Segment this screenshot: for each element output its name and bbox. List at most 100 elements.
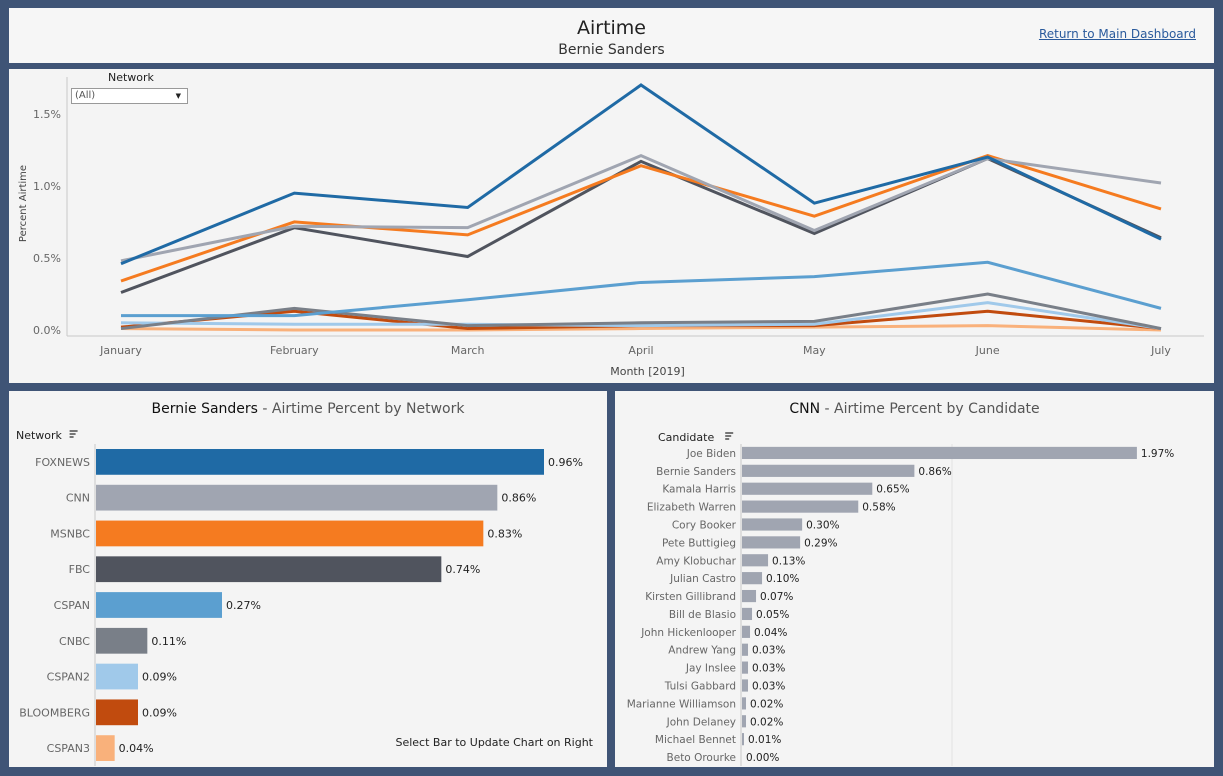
network-filter-dropdown[interactable]: (All) ▼ [71,88,188,104]
category-label: Kirsten Gillibrand [645,591,736,603]
bar-msnbc[interactable] [96,520,484,547]
bar-foxnews[interactable] [96,449,544,475]
candidate-chart-title: CNN - Airtime Percent by Candidate [615,401,1214,417]
series-line-cnbc[interactable] [120,292,1162,331]
return-to-main-dashboard-link[interactable]: Return to Main Dashboard [1038,27,1196,41]
category-label: Bill de Blasio [669,609,736,621]
category-label: Marianne Williamson [627,698,736,710]
series-line-cnn[interactable] [120,153,1162,263]
series-line-cspan2[interactable] [120,301,1162,331]
bar-value-label: 0.13% [772,555,805,567]
category-label: CNN [66,492,90,505]
bar-value-label: 0.65% [876,484,909,496]
axis-title: Network [16,429,63,442]
bar-bill-de-blasio[interactable] [742,607,753,621]
category-label: Kamala Harris [662,484,736,496]
network-chart-title-candidate: Bernie Sanders [151,401,258,417]
bar-value-label: 0.29% [804,537,837,549]
bar-value-label: 0.86% [501,492,536,505]
bar-fbc[interactable] [96,556,442,583]
series-line-cspan[interactable] [121,260,1162,318]
x-tick-label: January [99,344,142,357]
category-label: MSNBC [50,527,90,540]
category-label: John Hickenlooper [640,627,736,639]
bar-bloomberg[interactable] [96,699,138,726]
bar-value-label: 0.02% [750,698,783,710]
bar-joe-biden[interactable] [742,446,1137,460]
bar-cspan[interactable] [96,592,222,618]
category-label: CSPAN [54,599,90,612]
bar-julian-castro[interactable] [742,572,763,585]
page-title: Airtime [576,17,646,39]
select-bar-hint: Select Bar to Update Chart on Right [395,736,593,749]
bar-cspan2[interactable] [96,663,138,690]
series-line-fbc[interactable] [120,156,1162,294]
bar-john-delaney[interactable] [742,715,747,728]
bar-cspan3[interactable] [96,735,115,761]
network-filter-value: (All) [75,90,96,101]
bar-value-label: 0.96% [548,456,583,469]
category-label: Beto Orourke [667,752,736,764]
bar-jay-inslee[interactable] [742,661,749,674]
bar-john-hickenlooper[interactable] [742,625,751,638]
category-label: Tulsi Gabbard [664,681,736,693]
category-label: Joe Biden [686,448,736,460]
bar-value-label: 0.74% [445,563,480,576]
series-line-cspan3[interactable] [120,324,1162,332]
bar-marianne-williamson[interactable] [742,697,747,710]
airtime-line-chart-panel: 0.0% 0.5% 1.0% 1.5% January February March Apri… [9,69,1214,383]
bar-value-label: 0.04% [119,742,154,755]
bar-tulsi-gabbard[interactable] [742,679,749,692]
x-tick-label: April [628,344,653,357]
bar-pete-buttigieg[interactable] [742,536,801,549]
bar-value-label: 0.03% [752,645,785,657]
x-tick-label: June [975,344,1000,357]
bar-value-label: 0.30% [806,520,839,532]
candidate-chart-title-text: - Airtime Percent by Candidate [820,401,1040,417]
bar-cnn[interactable] [96,484,498,511]
axis-title: Candidate [658,431,714,444]
sort-icon[interactable] [725,432,734,440]
bar-value-label: 0.11% [151,635,186,648]
series-line-msnbc[interactable] [120,154,1162,283]
category-label: Amy Klobuchar [656,555,736,567]
bar-cory-booker[interactable] [742,518,803,531]
bar-bernie-sanders[interactable] [742,464,915,477]
y-tick-label: 0.0% [33,324,61,337]
category-label: Michael Bennet [655,734,736,746]
bar-cnbc[interactable] [96,627,148,654]
network-chart-title: Bernie Sanders - Airtime Percent by Netw… [9,401,607,417]
x-axis-title: Month [2019] [610,365,685,378]
bar-value-label: 0.27% [226,599,261,612]
candidate-chart-title-network: CNN [789,401,821,417]
category-label: CNBC [59,635,90,648]
x-tick-label: July [1150,344,1171,357]
dashboard-header: Airtime Bernie Sanders Return to Main Da… [9,8,1214,63]
page-subtitle: Bernie Sanders [558,42,665,58]
category-label: FOXNEWS [35,456,90,469]
sort-icon[interactable] [69,430,78,438]
x-tick-label: March [451,344,485,357]
category-label: CSPAN2 [47,671,90,684]
bar-value-label: 0.09% [142,671,177,684]
category-label: Jay Inslee [685,663,736,675]
chevron-down-icon: ▼ [175,92,181,100]
series-line-foxnews[interactable] [120,83,1162,266]
bar-amy-klobuchar[interactable] [742,554,769,567]
category-label: BLOOMBERG [19,706,90,719]
candidate-bar-chart-panel: CNN - Airtime Percent by Candidate Candi… [615,391,1214,767]
bar-value-label: 0.00% [746,752,779,764]
y-tick-label: 1.0% [33,180,61,193]
bar-michael-bennet[interactable] [742,733,745,746]
category-label: Andrew Yang [668,645,736,657]
bar-kirsten-gillibrand[interactable] [742,589,757,603]
bar-value-label: 0.05% [756,609,789,621]
category-label: Julian Castro [669,573,736,585]
bar-value-label: 0.58% [862,502,895,514]
bar-kamala-harris[interactable] [742,482,873,495]
bar-value-label: 0.02% [750,716,783,728]
bar-elizabeth-warren[interactable] [742,500,859,513]
bar-value-label: 0.03% [752,663,785,675]
bar-andrew-yang[interactable] [742,643,749,656]
x-tick-label: February [270,344,319,357]
